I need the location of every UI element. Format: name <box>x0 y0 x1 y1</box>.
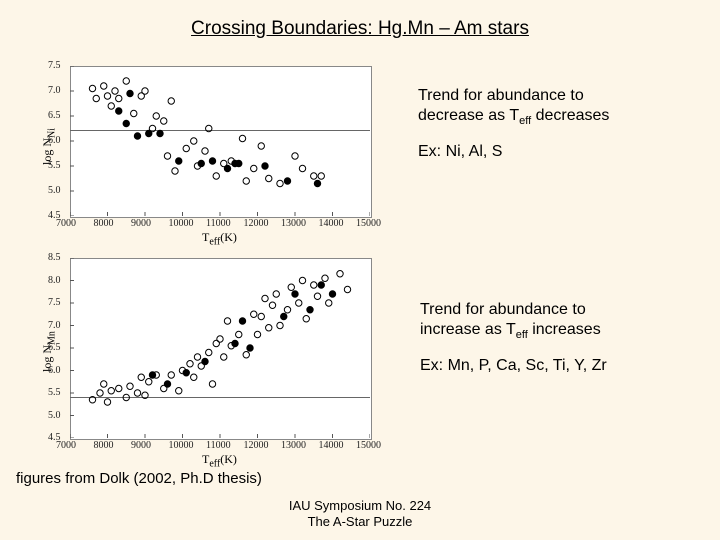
note-increase-line2a: increase as T <box>420 321 516 338</box>
chart-mn-xlabel: Teff(K) <box>202 452 237 469</box>
note-decrease: Trend for abundance to decrease as Teff … <box>418 86 708 129</box>
note-increase-ex: Ex: Mn, P, Ca, Sc, Ti, Y, Zr <box>420 356 607 376</box>
page-title: Crossing Boundaries: Hg.Mn – Am stars <box>0 18 720 40</box>
note-increase-line2b: increases <box>528 321 601 338</box>
note-decrease-line2a: decrease as T <box>418 107 519 124</box>
figure-caption: figures from Dolk (2002, Ph.D thesis) <box>16 470 262 487</box>
footer: IAU Symposium No. 224 The A-Star Puzzle <box>240 498 480 531</box>
footer-line2: The A-Star Puzzle <box>308 514 413 529</box>
note-increase-sub: eff <box>516 329 528 341</box>
note-decrease-line1: Trend for abundance to <box>418 87 584 104</box>
note-increase-line1: Trend for abundance to <box>420 301 586 318</box>
chart-ni-xlabel: Teff(K) <box>202 230 237 247</box>
note-decrease-sub: eff <box>519 115 531 127</box>
note-decrease-ex: Ex: Ni, Al, S <box>418 142 502 162</box>
footer-line1: IAU Symposium No. 224 <box>289 498 431 513</box>
note-decrease-line2b: decreases <box>531 107 609 124</box>
note-increase: Trend for abundance to increase as Teff … <box>420 300 710 343</box>
